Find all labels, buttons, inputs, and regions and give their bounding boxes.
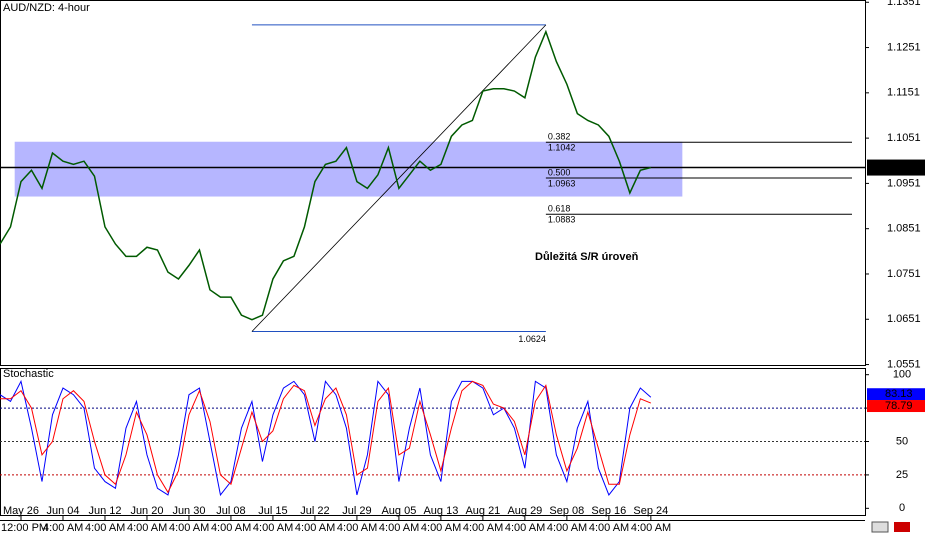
pane-title: Stochastic xyxy=(3,368,54,380)
y-tick-label: 0 xyxy=(899,502,905,514)
x-tick-label: Aug 05 xyxy=(381,505,416,517)
chart-title: AUD/NZD: 4-hour xyxy=(3,2,90,14)
x-tick-label: Jul 15 xyxy=(258,505,287,517)
time-label: 4:00 AM xyxy=(43,522,83,534)
fib-value: 1.0963 xyxy=(548,178,576,188)
y-tick-label: 1.0951 xyxy=(887,177,921,189)
last-price-box xyxy=(867,159,925,176)
sr-zone xyxy=(14,141,683,197)
x-tick-label: Jun 12 xyxy=(88,505,121,517)
close-icon[interactable] xyxy=(894,522,910,532)
y-tick-label: 1.1051 xyxy=(887,132,921,144)
time-label: 4:00 AM xyxy=(505,522,545,534)
time-label: 4:00 AM xyxy=(337,522,377,534)
time-label: 4:00 AM xyxy=(253,522,293,534)
fib-value: 1.1042 xyxy=(548,143,576,153)
value-box xyxy=(867,400,925,413)
time-label: 4:00 AM xyxy=(211,522,251,534)
y-tick-label: 1.1151 xyxy=(887,87,920,99)
y-tick-label: 1.1251 xyxy=(887,41,921,53)
y-tick-label: 1.0751 xyxy=(887,268,921,280)
x-tick-label: Jul 22 xyxy=(300,505,329,517)
time-label: 4:00 AM xyxy=(85,522,125,534)
swing-low-label: 1.0624 xyxy=(518,334,546,344)
y-tick-label: 50 xyxy=(896,435,908,447)
y-tick-label: 1.1351 xyxy=(887,0,921,8)
fib-ratio: 0.618 xyxy=(548,204,571,214)
value-label: 78.79 xyxy=(885,400,913,412)
annotation: Důležitá S/R úroveň xyxy=(535,251,639,263)
x-tick-label: Jun 04 xyxy=(46,505,79,517)
stochastic-line xyxy=(0,380,652,494)
x-tick-label: Jul 29 xyxy=(342,505,371,517)
x-tick-label: Aug 29 xyxy=(507,505,542,517)
x-tick-label: May 26 xyxy=(3,505,39,517)
time-label: 4:00 AM xyxy=(589,522,629,534)
fib-ratio: 0.500 xyxy=(548,167,571,177)
fib-value: 1.0883 xyxy=(548,215,576,225)
time-label: 4:00 AM xyxy=(127,522,167,534)
time-label: 4:00 AM xyxy=(547,522,587,534)
scroll-icon[interactable] xyxy=(871,521,889,533)
time-label: 4:00 AM xyxy=(631,522,671,534)
price-line xyxy=(0,29,652,321)
last-price-label: 1.0986 xyxy=(885,161,919,173)
time-label: 4:00 AM xyxy=(379,522,419,534)
x-tick-label: Aug 21 xyxy=(465,505,500,517)
y-tick-label: 1.0651 xyxy=(887,313,921,325)
value-box xyxy=(867,388,925,401)
time-label: 4:00 AM xyxy=(463,522,503,534)
x-tick-label: Sep 16 xyxy=(591,505,626,517)
time-label: 4:00 AM xyxy=(295,522,335,534)
time-label: 4:00 AM xyxy=(169,522,209,534)
x-tick-label: Jun 30 xyxy=(172,505,205,517)
time-label: 4:00 AM xyxy=(421,522,461,534)
y-tick-label: 1.0851 xyxy=(887,223,921,235)
y-tick-label: 25 xyxy=(896,469,908,481)
x-tick-label: Aug 13 xyxy=(423,505,458,517)
x-tick-label: Jun 20 xyxy=(130,505,163,517)
fib-trend-line xyxy=(251,24,547,332)
x-tick-label: Sep 08 xyxy=(549,505,584,517)
value-label: 83.13 xyxy=(885,388,913,400)
y-tick-label: 100 xyxy=(893,369,911,381)
x-tick-label: Sep 24 xyxy=(633,505,668,517)
y-tick-label: 1.0551 xyxy=(887,358,921,370)
time-label: 12:00 PM xyxy=(1,522,48,534)
x-tick-label: Jul 08 xyxy=(216,505,245,517)
fib-ratio: 0.382 xyxy=(548,132,571,142)
stochastic-line xyxy=(0,379,652,497)
